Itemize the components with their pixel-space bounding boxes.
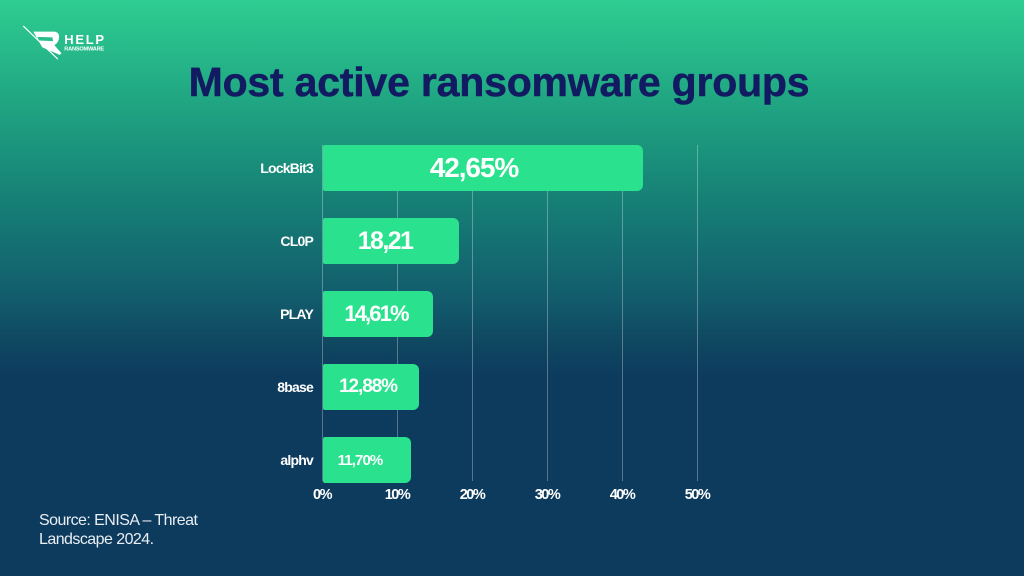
svg-text:RANSOMWARE: RANSOMWARE — [64, 46, 104, 52]
svg-text:HELP: HELP — [64, 32, 105, 47]
